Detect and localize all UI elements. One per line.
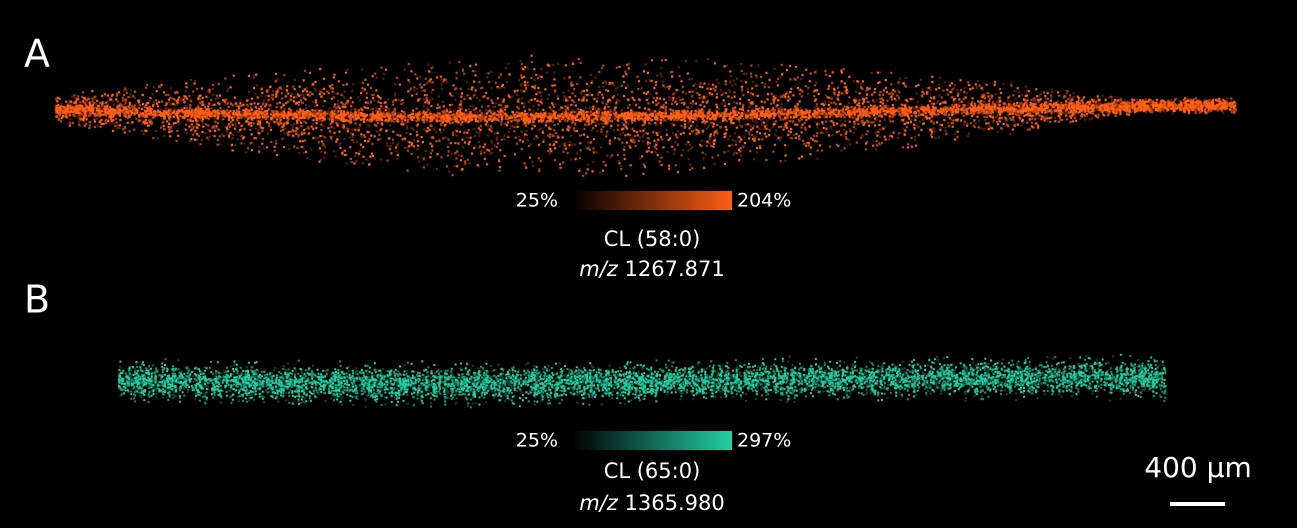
colorbar xyxy=(572,431,732,450)
scale-bar xyxy=(1170,502,1225,506)
colorbar-min: 25% xyxy=(516,430,558,452)
mz-value: 1267.871 xyxy=(625,257,725,281)
colorbar-min: 25% xyxy=(516,190,558,212)
colorbar xyxy=(572,191,732,210)
panel-label: B xyxy=(24,278,50,322)
colorbar-max: 297% xyxy=(737,430,791,452)
mz-prefix: m/z xyxy=(579,491,619,515)
scale-bar-label: 400 µm xyxy=(1144,451,1251,484)
mz-prefix: m/z xyxy=(579,257,619,281)
mz: m/z 1267.871 xyxy=(579,257,724,281)
compound: CL (58:0) xyxy=(604,227,701,251)
compound: CL (65:0) xyxy=(604,459,701,483)
mz: m/z 1365.980 xyxy=(579,491,724,515)
mz-value: 1365.980 xyxy=(625,491,725,515)
figure: A 25% 204% CL (58:0) m/z 1267.871 B 25% … xyxy=(0,0,1297,524)
panel-label: A xyxy=(24,32,50,76)
colorbar-max: 204% xyxy=(737,190,791,212)
